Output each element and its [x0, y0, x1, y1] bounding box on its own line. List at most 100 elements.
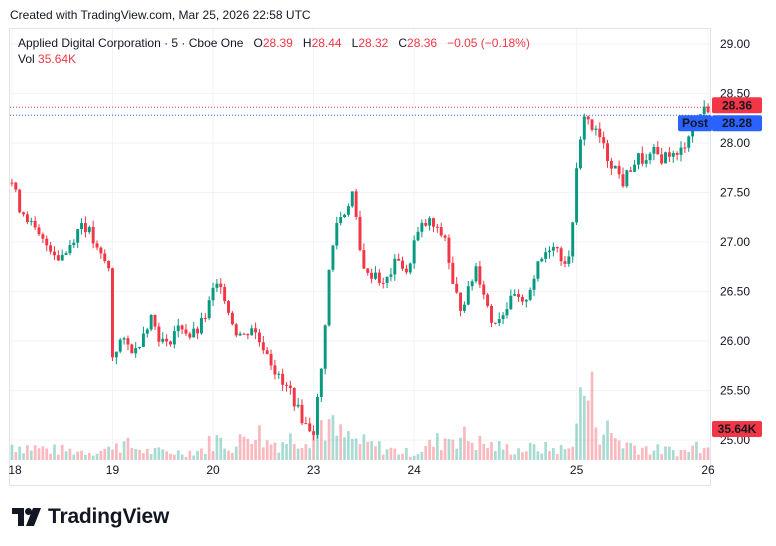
- volume-bar: [675, 456, 679, 460]
- volume-bar: [408, 456, 412, 460]
- price-lines: [10, 106, 710, 116]
- candle-body: [656, 147, 660, 155]
- volume-bar: [428, 439, 431, 460]
- candle-body: [513, 294, 517, 296]
- volume-bar: [289, 433, 292, 460]
- candle-body: [130, 344, 134, 354]
- candle-body: [505, 309, 509, 316]
- volume-bar: [420, 451, 424, 460]
- legend-symbol[interactable]: Applied Digital Corporation · 5 · Cboe O…: [18, 36, 244, 50]
- y-axis[interactable]: 25.0025.5026.0026.5027.0027.5028.0028.50…: [720, 37, 750, 447]
- candle-body: [76, 229, 80, 243]
- x-tick-label: 24: [407, 463, 421, 477]
- volume-bar: [196, 450, 199, 460]
- volume-bar: [211, 451, 215, 460]
- volume-bar: [234, 446, 238, 460]
- volume-bar: [393, 448, 397, 460]
- volume-bar: [490, 441, 493, 460]
- volume-bar: [285, 444, 288, 460]
- candle-body: [246, 333, 250, 336]
- candle-body: [517, 294, 521, 297]
- x-axis[interactable]: 18 19 20 23 24 25 26: [8, 463, 715, 477]
- volume-bar: [350, 438, 354, 460]
- candle-body: [238, 333, 242, 336]
- candle-body: [53, 251, 56, 256]
- candle-body: [172, 331, 176, 345]
- candle-body: [520, 296, 524, 302]
- volume-bar: [169, 453, 172, 460]
- candle-body: [165, 338, 169, 342]
- candle-body: [14, 182, 18, 190]
- volume-bar: [107, 446, 110, 460]
- price-labels: 28.36 Post 28.28 35.64K: [678, 97, 762, 437]
- candle-body: [428, 218, 432, 226]
- candle-body: [613, 165, 617, 169]
- created-with-header: Created with TradingView.com, Mar 25, 20…: [10, 8, 311, 22]
- volume-bar: [261, 447, 265, 460]
- volume-bar: [555, 454, 559, 460]
- volume-bar: [292, 444, 296, 460]
- volume-bar: [552, 448, 555, 460]
- candle-body: [432, 218, 435, 227]
- volume-bar: [435, 433, 439, 460]
- candle-body: [33, 220, 37, 228]
- candle-body: [702, 106, 706, 115]
- volume-bar: [122, 441, 126, 460]
- candle-body: [633, 164, 637, 172]
- candle-body: [288, 385, 292, 388]
- candle-body: [548, 250, 551, 253]
- candle-body: [64, 253, 68, 255]
- candle-body: [362, 250, 366, 269]
- volume-bar: [664, 446, 667, 460]
- volume-bar: [200, 448, 203, 460]
- volume-bar: [486, 448, 489, 460]
- candle-body: [578, 139, 582, 169]
- candle-body: [687, 136, 691, 148]
- candle-body: [10, 182, 14, 184]
- tradingview-logo[interactable]: TradingView: [12, 505, 169, 529]
- volume-axis-label-bg: [712, 421, 762, 437]
- candle-body: [192, 328, 196, 338]
- candle-body: [679, 147, 683, 155]
- candle-body: [478, 266, 482, 285]
- candle-body: [640, 153, 644, 164]
- volume-bar: [188, 450, 192, 460]
- x-tick-label: 18: [8, 463, 22, 477]
- post-tag-label: Post: [682, 116, 708, 130]
- volume-bar: [559, 445, 563, 460]
- candle-body: [169, 341, 172, 345]
- candle-body: [72, 242, 76, 246]
- volume-bar: [532, 444, 536, 460]
- last-price-label-bg: [712, 97, 762, 114]
- volume-bar: [45, 448, 49, 460]
- volume-bar: [149, 453, 153, 460]
- candle-body: [211, 287, 215, 301]
- volume-bar: [497, 441, 501, 460]
- volume-bar: [18, 446, 22, 460]
- volume-bar: [130, 447, 134, 460]
- candle-body: [83, 223, 87, 233]
- candle-body: [706, 106, 710, 113]
- volume-bar: [84, 454, 87, 460]
- candle-body: [126, 338, 130, 345]
- y-tick-label: 26.50: [720, 285, 750, 299]
- candle-body: [493, 322, 497, 324]
- candle-body: [416, 231, 420, 241]
- volume-bar: [223, 448, 226, 460]
- volume-bar: [405, 447, 408, 460]
- candle-body: [435, 226, 439, 228]
- candle-body: [420, 222, 424, 232]
- candle-body: [180, 325, 184, 330]
- candle-body: [667, 152, 671, 157]
- volume-bar: [381, 454, 385, 460]
- volume-bar: [517, 448, 520, 460]
- volume-bar: [401, 453, 404, 460]
- candle-body: [99, 247, 103, 254]
- candle-body: [443, 235, 447, 238]
- candle-body: [60, 254, 64, 261]
- volume-bar: [161, 449, 165, 460]
- volume-bar: [451, 439, 455, 460]
- volume-bar: [72, 454, 76, 460]
- candle-body: [617, 165, 621, 175]
